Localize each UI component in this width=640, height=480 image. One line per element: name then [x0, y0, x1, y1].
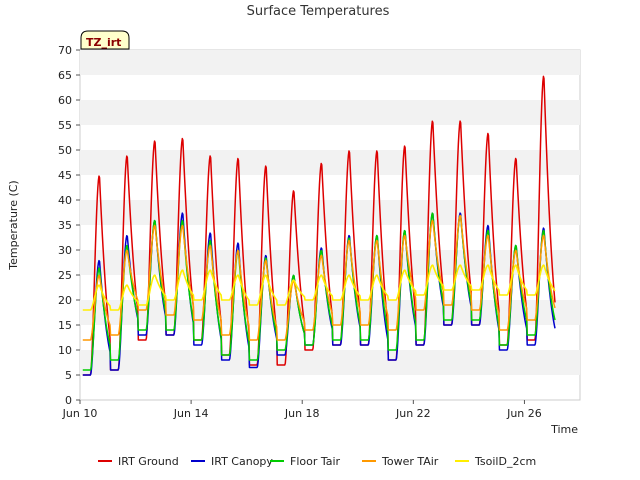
site-badge: TZ_irt — [80, 30, 130, 50]
y-tick-label: 0 — [65, 394, 72, 407]
y-tick-label: 10 — [58, 344, 72, 357]
y-tick-label: 55 — [58, 119, 72, 132]
y-tick-label: 25 — [58, 269, 72, 282]
legend: IRT Ground IRT Canopy Floor Tair Tower TAir… — [98, 455, 536, 468]
y-tick-label: 50 — [58, 144, 72, 157]
grid-bands — [80, 50, 580, 375]
legend-label: IRT Canopy — [211, 455, 273, 468]
x-tick-label: Jun 26 — [506, 407, 542, 420]
x-tick-label: Jun 18 — [284, 407, 320, 420]
y-tick-label: 60 — [58, 94, 72, 107]
series-layer — [82, 75, 556, 376]
y-tick-label: 45 — [58, 169, 72, 182]
y-tick-label: 65 — [58, 69, 72, 82]
y-axis-label: Temperature (C) — [7, 180, 20, 270]
y-tick-label: 70 — [58, 44, 72, 57]
x-axis-ticks: Jun 10 Jun 14 Jun 18 Jun 22 Jun 26 — [62, 400, 542, 420]
legend-label: TsoilD_2cm — [474, 455, 536, 468]
y-tick-label: 20 — [58, 294, 72, 307]
grid-band — [80, 200, 580, 225]
series-line — [82, 264, 556, 311]
y-tick-label: 35 — [58, 219, 72, 232]
grid-band — [80, 150, 580, 175]
x-tick-label: Jun 14 — [173, 407, 209, 420]
y-tick-label: 30 — [58, 244, 72, 257]
grid-band — [80, 250, 580, 275]
x-tick-label: Jun 10 — [62, 407, 98, 420]
y-tick-label: 5 — [65, 369, 72, 382]
legend-label: IRT Ground — [118, 455, 179, 468]
grid-band — [80, 350, 580, 375]
x-tick-label: Jun 22 — [395, 407, 431, 420]
series-line — [82, 214, 556, 341]
x-axis-label: Time — [550, 423, 578, 436]
site-badge-label: TZ_irt — [86, 36, 121, 49]
legend-label: Floor Tair — [290, 455, 341, 468]
chart-title: Surface Temperatures — [247, 4, 390, 19]
y-tick-label: 40 — [58, 194, 72, 207]
legend-label: Tower TAir — [381, 455, 439, 468]
y-tick-label: 15 — [58, 319, 72, 332]
grid-band — [80, 100, 580, 125]
grid-band — [80, 50, 580, 75]
y-axis-ticks: 0 5 10 15 20 25 30 35 40 45 50 55 60 65 70 — [58, 44, 80, 407]
